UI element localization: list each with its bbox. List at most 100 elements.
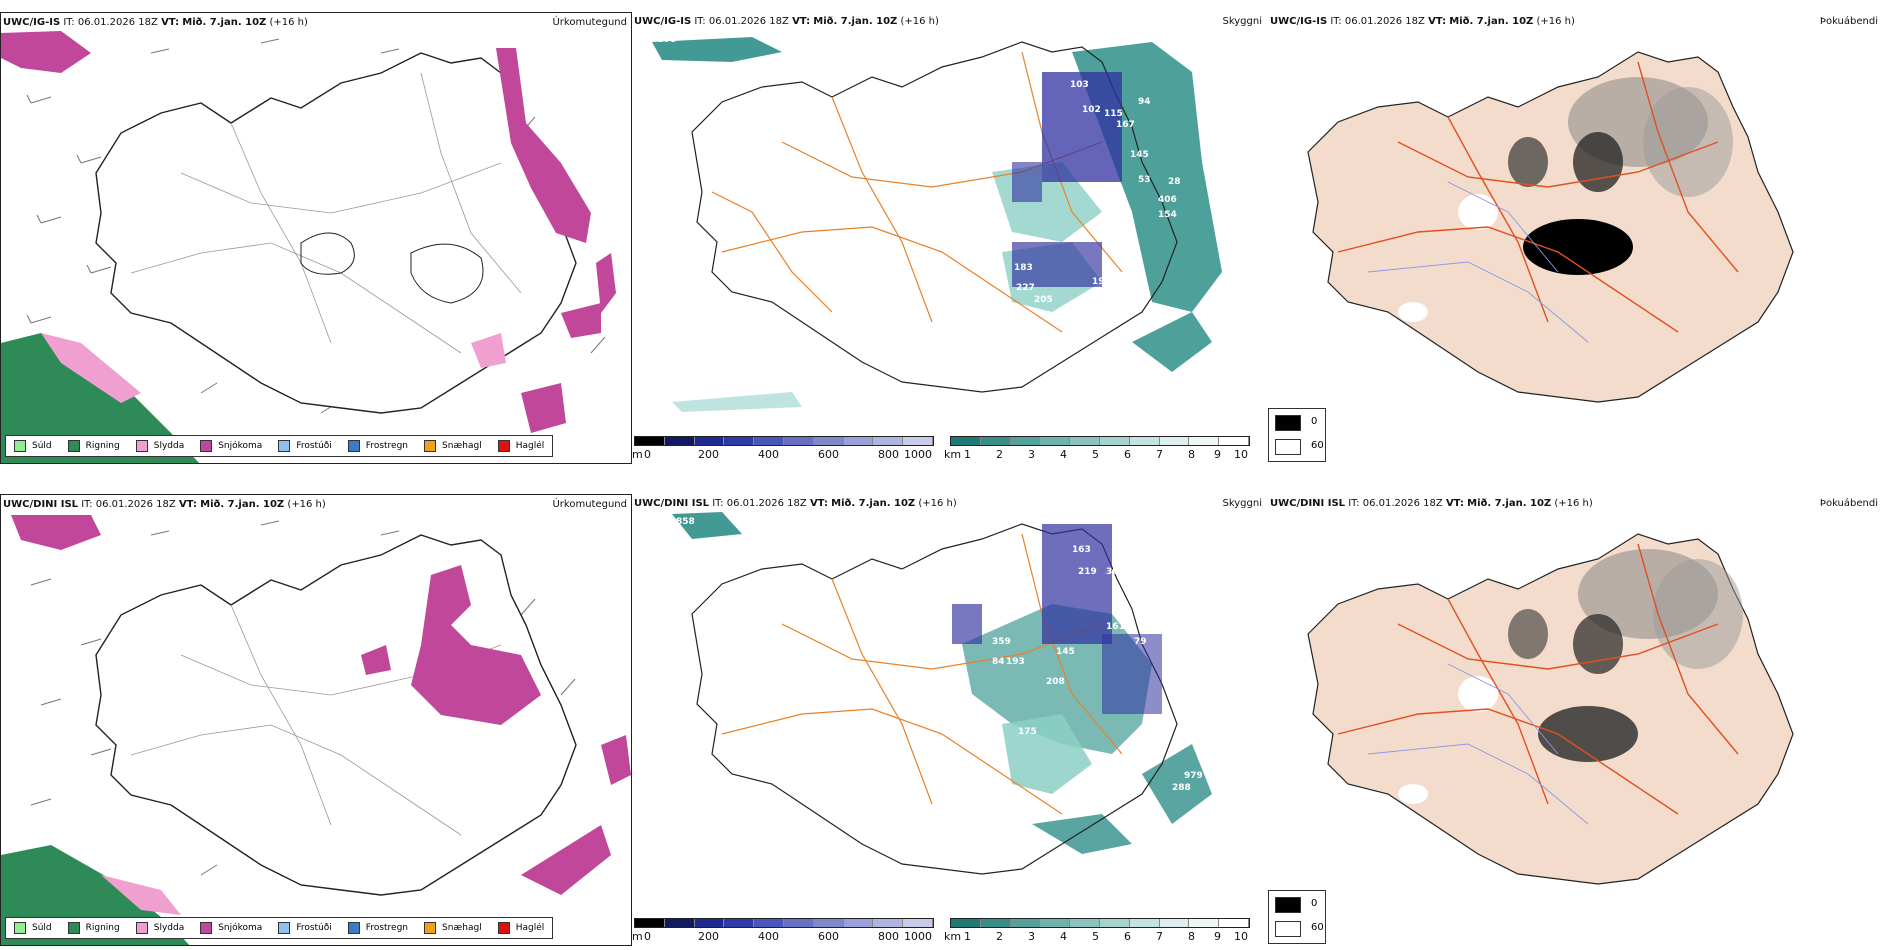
legend-swatch (497, 440, 510, 452)
visibility-tick: 7 (1156, 448, 1163, 461)
snow-area (496, 48, 591, 243)
visibility-tick: 4 (1060, 448, 1067, 461)
ceiling-tick: 0 (644, 448, 651, 461)
legend-swatch (135, 440, 148, 452)
legend-item-hail: Haglél (497, 440, 544, 452)
panel-title: UWC/DINI ISL IT: 06.01.2026 18Z VT: Mið.… (3, 499, 326, 510)
ceiling-label: 193 (1006, 657, 1025, 667)
ceiling-tick: 800 (878, 930, 899, 943)
legend-swatch (14, 440, 26, 452)
fog-legend: 0 60 (1268, 890, 1326, 944)
snow-area (561, 303, 601, 338)
legend-swatch (67, 440, 80, 452)
panel-field-name: Skyggni (1222, 498, 1262, 509)
visibility-tick: 3 (1028, 448, 1035, 461)
rain-area (1, 333, 200, 463)
ceiling-label: 84 (992, 657, 1005, 667)
ceiling-label: 145 (1056, 647, 1075, 657)
legend-swatch (200, 440, 213, 452)
visibility-tick: 9 (1214, 448, 1221, 461)
ceiling-tick: 800 (878, 448, 899, 461)
visibility-tick: 1 (964, 930, 971, 943)
fog-indicator-panel-bottom: UWC/DINI ISL IT: 06.01.2026 18Z VT: Mið.… (1268, 494, 1900, 946)
ceiling-label: 858 (676, 517, 695, 527)
snow-area (361, 645, 391, 675)
ceiling-tick: 600 (818, 448, 839, 461)
legend-swatch (14, 922, 26, 934)
visibility-colorbar: km 1 2 3 4 5 6 7 8 9 10 (944, 918, 1254, 946)
legend-item-drizzle: Súld (14, 922, 52, 934)
ceiling-label: 205 (1034, 295, 1053, 305)
roads-network (130, 72, 522, 354)
fog-legend-black-swatch (1275, 897, 1301, 913)
panel-field-name: Úrkomutegund (552, 17, 627, 28)
fog-legend-black-label: 0 (1311, 898, 1318, 909)
visibility-tick: 3 (1028, 930, 1035, 943)
legend-swatch (497, 922, 510, 934)
fog-legend-white-label: 60 (1311, 922, 1324, 933)
visibility-tick: 8 (1188, 448, 1195, 461)
ceiling-label: 359 (992, 637, 1011, 647)
panel-title: UWC/DINI ISL IT: 06.01.2026 18Z VT: Mið.… (634, 498, 957, 509)
vis-area (672, 512, 742, 539)
ceiling-label: 18 (944, 243, 957, 253)
ceiling-tick: 1000 (904, 930, 932, 943)
ceiling-unit: m (632, 448, 643, 461)
snow-area (601, 735, 631, 785)
visibility-tick: 1 (964, 448, 971, 461)
legend-item-drizzle: Súld (14, 440, 52, 452)
vis-area (1002, 714, 1092, 794)
visibility-unit: km (944, 930, 962, 943)
fog-areas (1398, 549, 1743, 804)
fog-legend-black-swatch (1275, 415, 1301, 431)
ceiling-tick: 200 (698, 930, 719, 943)
legend-swatch (200, 922, 213, 934)
visibility-colorbar-scale (950, 918, 1250, 928)
legend-item-snow: Snjókoma (200, 922, 262, 934)
ceiling-colorbar-scale (634, 436, 934, 446)
sleet-area (101, 875, 181, 915)
legend-swatch (67, 922, 80, 934)
visibility-colorbar-scale (950, 436, 1250, 446)
panel-title: UWC/IG-IS IT: 06.01.2026 18Z VT: Mið. 7.… (634, 16, 939, 27)
visibility-tick: 5 (1092, 448, 1099, 461)
vis-area (1032, 814, 1132, 854)
rivers (1367, 663, 1589, 825)
visibility-tick: 10 (1234, 448, 1248, 461)
fog-map (1307, 533, 1794, 885)
iceland-coastline (691, 41, 1178, 393)
legend-swatch (278, 922, 291, 934)
legend-swatch (424, 922, 437, 934)
fog-map (1307, 51, 1794, 403)
iceland-coastline (691, 523, 1178, 875)
rivers (1367, 181, 1589, 343)
visibility-tick: 6 (1124, 448, 1131, 461)
legend-swatch (278, 440, 291, 452)
visibility-colorbar: km 1 2 3 4 5 6 7 8 9 10 (944, 436, 1254, 464)
visibility-map: 979 103 102 115 167 94 145 53 28 406 154… (652, 35, 1222, 412)
ceiling-label: 102 (1082, 105, 1101, 115)
sleet-area (41, 333, 141, 403)
panel-field-name: Skyggni (1222, 16, 1262, 27)
ceiling-tick: 400 (758, 448, 779, 461)
vis-area (652, 37, 782, 62)
ceiling-label: 115 (1104, 109, 1123, 119)
ceiling-label: 154 (1158, 210, 1177, 220)
fog-legend-white-swatch (1275, 439, 1301, 455)
panel-title: UWC/IG-IS IT: 06.01.2026 18Z VT: Mið. 7.… (3, 17, 308, 28)
visibility-tick: 8 (1188, 930, 1195, 943)
glacier-outline (410, 243, 484, 304)
vis-area (1142, 744, 1212, 824)
visibility-unit: km (944, 448, 962, 461)
visibility-tick: 10 (1234, 930, 1248, 943)
ceiling-label: 145 (1130, 150, 1149, 160)
vis-area (1132, 312, 1212, 372)
precip-map (1, 31, 616, 463)
ceiling-label: 979 (1184, 771, 1203, 781)
ceiling-label: 193 (1092, 277, 1111, 287)
ceiling-tick: 0 (644, 930, 651, 943)
iceland-coastline (95, 52, 577, 414)
ceiling-label: 175 (1018, 727, 1037, 737)
legend-swatch (135, 922, 148, 934)
precip-type-panel-top: UWC/IG-IS IT: 06.01.2026 18Z VT: Mið. 7.… (0, 12, 632, 464)
